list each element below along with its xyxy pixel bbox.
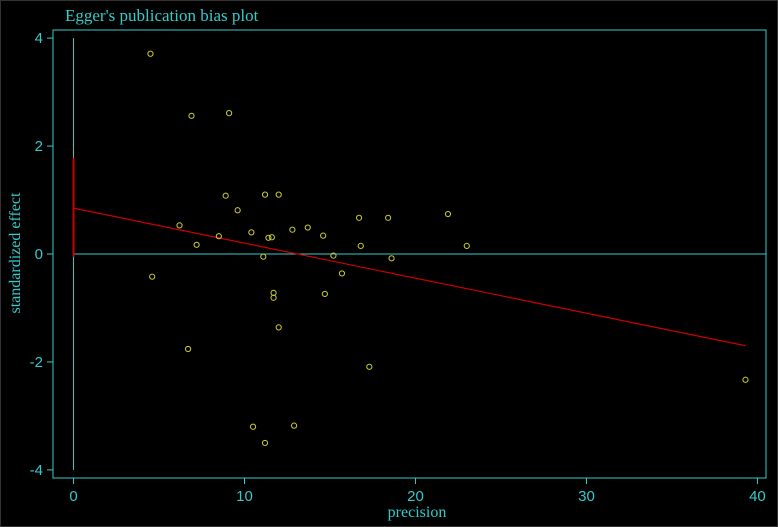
- data-point: [385, 214, 392, 221]
- data-point: [176, 222, 183, 229]
- y-tick-label: 4: [35, 30, 43, 47]
- data-point: [268, 234, 275, 241]
- data-point: [338, 270, 346, 277]
- data-point: [742, 376, 749, 383]
- data-point: [184, 345, 192, 353]
- chart-title: Egger's publication bias plot: [65, 6, 259, 25]
- y-tick-label: 0: [35, 246, 43, 263]
- y-axis-label: standardized effect: [7, 192, 24, 314]
- data-point: [147, 50, 154, 57]
- y-tick-label: -2: [30, 354, 43, 371]
- data-point: [261, 439, 269, 447]
- data-point: [355, 214, 363, 221]
- x-tick-label: 30: [578, 488, 595, 505]
- data-point: [260, 253, 267, 260]
- data-point: [275, 191, 282, 198]
- data-point: [366, 363, 373, 370]
- data-point: [234, 207, 241, 214]
- data-point: [249, 423, 257, 430]
- data-point: [193, 241, 200, 248]
- data-point: [188, 112, 195, 119]
- data-point: [248, 229, 255, 236]
- data-point: [270, 294, 277, 301]
- data-point: [444, 210, 452, 218]
- y-tick-label: -4: [30, 462, 43, 479]
- x-tick-label: 0: [69, 488, 77, 505]
- x-tick-label: 10: [236, 488, 253, 505]
- data-point: [290, 422, 298, 429]
- data-point: [321, 290, 328, 298]
- data-point: [222, 192, 229, 199]
- data-point: [289, 226, 296, 233]
- data-point: [215, 233, 222, 240]
- data-point: [357, 242, 364, 250]
- x-axis-label: precision: [388, 504, 447, 521]
- data-point: [388, 255, 395, 262]
- x-tick-label: 40: [749, 488, 766, 505]
- data-point: [463, 242, 470, 250]
- x-tick-label: 20: [407, 488, 424, 505]
- data-point: [149, 273, 156, 280]
- y-tick-label: 2: [35, 138, 43, 155]
- data-point: [226, 110, 233, 117]
- data-point: [265, 234, 272, 241]
- data-point: [275, 324, 282, 331]
- data-point: [320, 232, 327, 239]
- data-point: [330, 252, 337, 259]
- regression-line: [73, 207, 746, 347]
- data-point: [261, 191, 269, 198]
- data-point: [304, 224, 311, 231]
